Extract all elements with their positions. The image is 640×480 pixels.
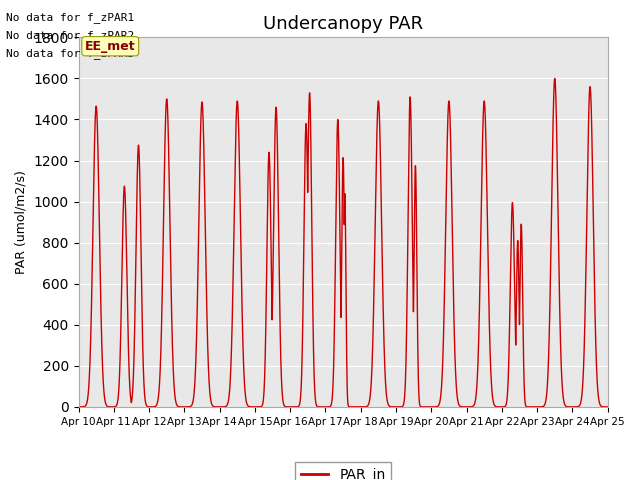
Text: No data for f_zPAR2: No data for f_zPAR2: [6, 30, 134, 41]
Text: EE_met: EE_met: [85, 40, 136, 53]
Text: No data for f_zPAR1: No data for f_zPAR1: [6, 12, 134, 23]
Text: No data for f_zPAR3: No data for f_zPAR3: [6, 48, 134, 60]
Y-axis label: PAR (umol/m2/s): PAR (umol/m2/s): [15, 170, 28, 274]
Legend: PAR_in: PAR_in: [295, 462, 391, 480]
Title: Undercanopy PAR: Undercanopy PAR: [263, 15, 423, 33]
